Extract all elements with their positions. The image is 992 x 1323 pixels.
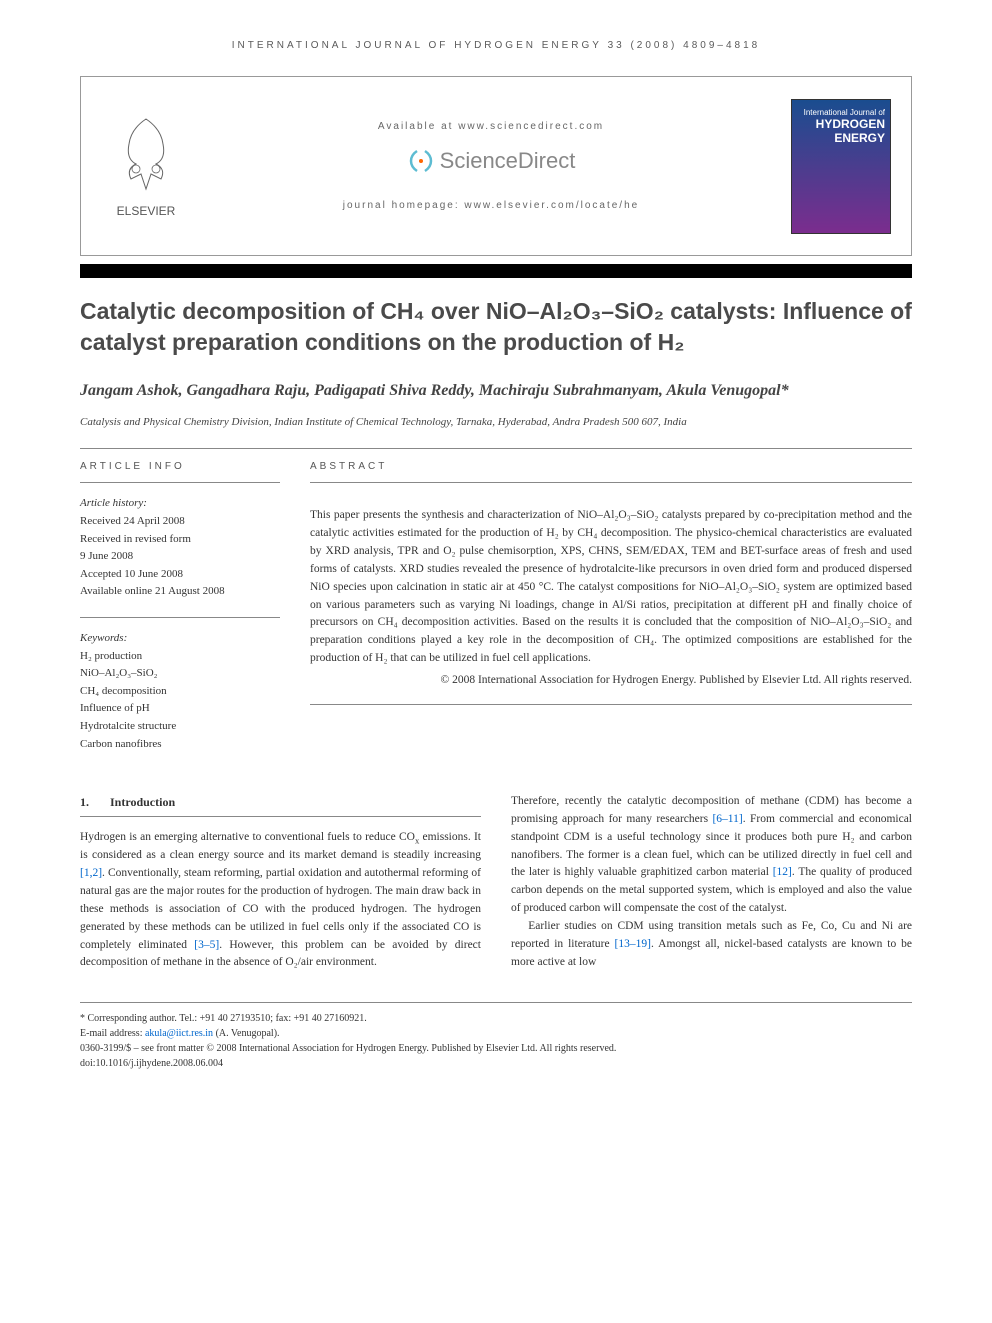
history-received: Received 24 April 2008	[80, 513, 280, 531]
journal-cover: International Journal of HYDROGEN ENERGY	[791, 99, 891, 234]
article-info-label: ARTICLE INFO	[80, 449, 280, 483]
keyword-6: Carbon nanofibres	[80, 736, 280, 754]
keyword-1: H₂ production	[80, 648, 280, 666]
cover-line1: International Journal of	[797, 108, 885, 118]
abstract-text: This paper presents the synthesis and ch…	[310, 495, 912, 704]
keyword-4: Influence of pH	[80, 700, 280, 718]
cover-line3: ENERGY	[797, 131, 885, 145]
header-box: ELSEVIER Available at www.sciencedirect.…	[80, 76, 912, 256]
history-revised-1: Received in revised form	[80, 531, 280, 549]
elsevier-logo: ELSEVIER	[101, 114, 191, 218]
body-p3: Earlier studies on CDM using transition …	[511, 918, 912, 971]
elsevier-text: ELSEVIER	[101, 204, 191, 218]
cite-4[interactable]: [12]	[773, 866, 792, 878]
elsevier-tree-icon	[111, 114, 181, 194]
article-history: Article history: Received 24 April 2008 …	[80, 495, 280, 601]
authors: Jangam Ashok, Gangadhara Raju, Padigapat…	[80, 380, 912, 402]
sciencedirect-text: ScienceDirect	[440, 148, 576, 174]
section-1-num: 1.	[80, 795, 89, 809]
cover-title: International Journal of HYDROGEN ENERGY	[797, 108, 885, 146]
abstract-label: ABSTRACT	[310, 449, 912, 483]
corresponding-author: * Corresponding author. Tel.: +91 40 271…	[80, 1011, 912, 1026]
cover-line2: HYDROGEN	[797, 117, 885, 131]
cite-5[interactable]: [13–19]	[615, 938, 651, 950]
copyright: © 2008 International Association for Hyd…	[310, 672, 912, 690]
section-1-title: Introduction	[110, 795, 175, 809]
sciencedirect-logo: ScienceDirect	[201, 147, 781, 175]
email-suffix: (A. Venugopal).	[213, 1028, 279, 1039]
abstract-body: This paper presents the synthesis and ch…	[310, 509, 912, 664]
affiliation: Catalysis and Physical Chemistry Divisio…	[80, 416, 912, 428]
email-address[interactable]: akula@iict.res.in	[145, 1028, 213, 1039]
doi: doi:10.1016/j.ijhydene.2008.06.004	[80, 1056, 912, 1071]
body-p2: Therefore, recently the catalytic decomp…	[511, 793, 912, 918]
body-columns: 1. Introduction Hydrogen is an emerging …	[80, 793, 912, 972]
keyword-3: CH₄ decomposition	[80, 683, 280, 701]
sciencedirect-icon	[407, 147, 435, 175]
cite-1[interactable]: [1,2]	[80, 867, 102, 879]
keywords-block: Keywords: H₂ production NiO–Al₂O₃–SiO₂ C…	[80, 617, 280, 753]
body-p1: Hydrogen is an emerging alternative to c…	[80, 829, 481, 972]
keywords-header: Keywords:	[80, 630, 280, 648]
cite-3[interactable]: [6–11]	[712, 813, 742, 825]
header-center: Available at www.sciencedirect.com Scien…	[191, 121, 791, 211]
cite-2[interactable]: [3–5]	[194, 939, 219, 951]
abstract-column: ABSTRACT This paper presents the synthes…	[310, 449, 912, 753]
info-abstract-row: ARTICLE INFO Article history: Received 2…	[80, 448, 912, 753]
black-divider-bar	[80, 264, 912, 278]
history-accepted: Accepted 10 June 2008	[80, 566, 280, 584]
keyword-2: NiO–Al₂O₃–SiO₂	[80, 665, 280, 683]
running-head: INTERNATIONAL JOURNAL OF HYDROGEN ENERGY…	[80, 40, 912, 51]
history-revised-2: 9 June 2008	[80, 548, 280, 566]
article-title: Catalytic decomposition of CH₄ over NiO–…	[80, 296, 912, 358]
article-info-column: ARTICLE INFO Article history: Received 2…	[80, 449, 280, 753]
available-at: Available at www.sciencedirect.com	[201, 121, 781, 132]
body-p1a: Hydrogen is an emerging alternative to c…	[80, 831, 415, 843]
section-1-heading: 1. Introduction	[80, 793, 481, 817]
email-line: E-mail address: akula@iict.res.in (A. Ve…	[80, 1026, 912, 1041]
footnotes: * Corresponding author. Tel.: +91 40 271…	[80, 1002, 912, 1071]
email-label: E-mail address:	[80, 1028, 145, 1039]
journal-homepage: journal homepage: www.elsevier.com/locat…	[201, 200, 781, 211]
history-header: Article history:	[80, 495, 280, 513]
body-col-right: Therefore, recently the catalytic decomp…	[511, 793, 912, 972]
body-col-left: 1. Introduction Hydrogen is an emerging …	[80, 793, 481, 972]
history-online: Available online 21 August 2008	[80, 583, 280, 601]
front-matter: 0360-3199/$ – see front matter © 2008 In…	[80, 1041, 912, 1056]
keyword-5: Hydrotalcite structure	[80, 718, 280, 736]
